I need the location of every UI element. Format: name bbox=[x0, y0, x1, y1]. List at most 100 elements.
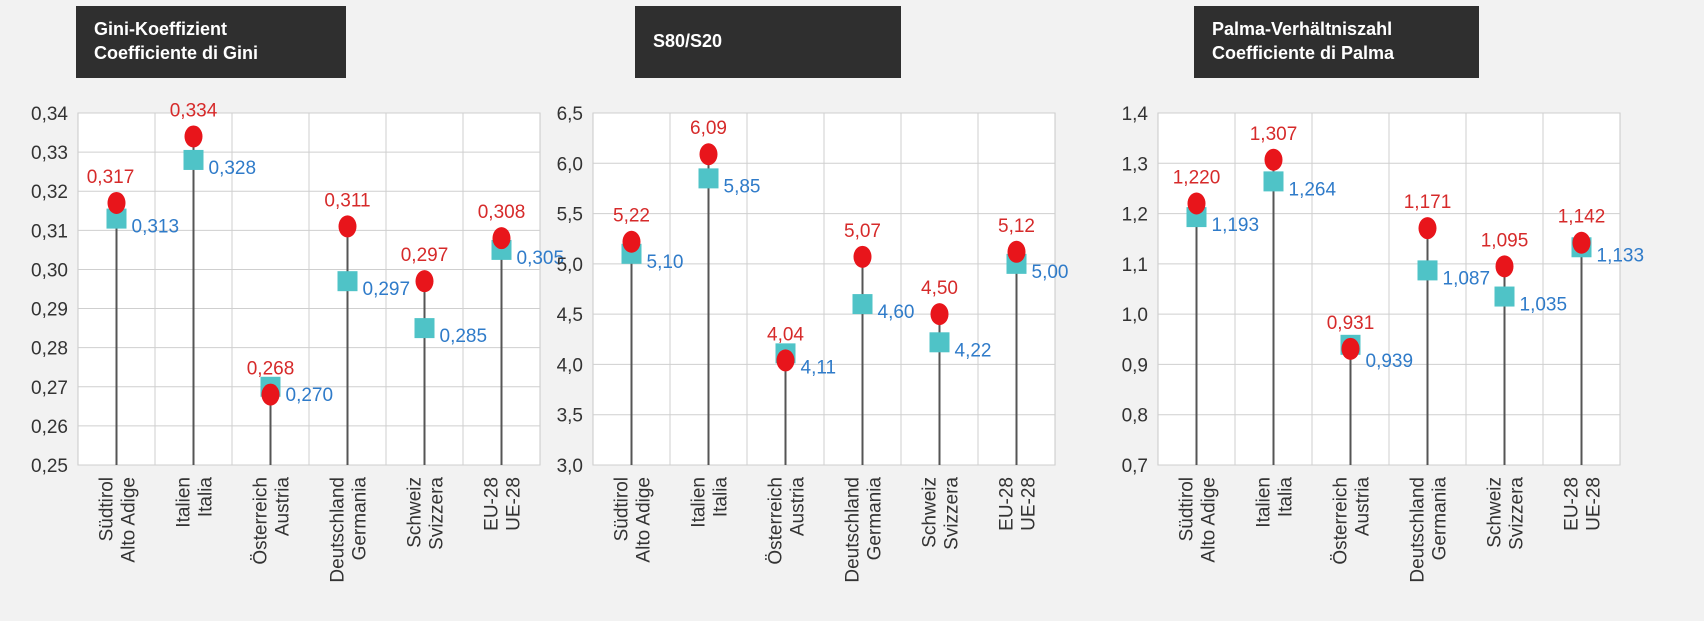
palma-circle-marker bbox=[1341, 337, 1360, 360]
s80s20-category-label-line-2: Austria bbox=[788, 477, 809, 537]
palma-category-label-line-1: EU-28 bbox=[1562, 477, 1583, 531]
gini-title-line-2: Coefficiente di Gini bbox=[94, 43, 259, 63]
s80s20-category-label-line-2: Alto Adige bbox=[634, 477, 655, 563]
s80s20-square-marker bbox=[929, 332, 950, 353]
gini-title-line-1: Gini-Koeffizient bbox=[94, 19, 227, 39]
gini-category-label-line-2: Italia bbox=[196, 477, 217, 518]
s80s20-category-label-line-1: Deutschland bbox=[843, 477, 864, 583]
palma-category-label-line-2: Austria bbox=[1353, 477, 1374, 537]
gini-category-label-line-1: Deutschland bbox=[328, 477, 349, 583]
gini-category-label: SüdtirolAlto Adige bbox=[97, 477, 140, 563]
s80s20-category-label-line-1: Schweiz bbox=[920, 477, 941, 548]
palma-category-label-line-1: Italien bbox=[1254, 477, 1275, 528]
gini-y-tick-label: 0,29 bbox=[31, 300, 68, 321]
s80s20-category-label: DeutschlandGermania bbox=[843, 477, 886, 583]
s80s20-category-label: SüdtirolAlto Adige bbox=[612, 477, 655, 563]
s80s20-red-data-label: 5,07 bbox=[844, 221, 881, 242]
palma-y-tick-label: 1,1 bbox=[1122, 255, 1148, 276]
s80s20-circle-marker bbox=[622, 230, 641, 253]
gini-blue-data-label: 0,305 bbox=[517, 248, 565, 269]
palma-category-label: DeutschlandGermania bbox=[1408, 477, 1451, 583]
gini-category-label-line-1: Schweiz bbox=[405, 477, 426, 548]
s80s20-circle-marker bbox=[1007, 240, 1026, 263]
s80s20-y-tick-label: 6,5 bbox=[557, 104, 583, 125]
palma-red-data-label: 1,220 bbox=[1173, 168, 1221, 189]
palma-y-tick-label: 1,2 bbox=[1122, 205, 1148, 226]
s80s20-category-label-line-1: EU-28 bbox=[997, 477, 1018, 531]
s80s20-circle-marker bbox=[699, 143, 718, 166]
palma-circle-marker bbox=[1264, 148, 1283, 171]
palma-circle-marker bbox=[1418, 217, 1437, 240]
palma-category-label-line-2: UE-28 bbox=[1584, 477, 1605, 531]
s80s20-category-label-line-2: Svizzera bbox=[942, 477, 963, 550]
gini-square-marker bbox=[106, 208, 127, 229]
palma-category-label-line-1: Deutschland bbox=[1408, 477, 1429, 583]
palma-category-label: SchweizSvizzera bbox=[1485, 477, 1528, 550]
gini-y-tick-label: 0,32 bbox=[31, 182, 68, 203]
palma-y-tick-label: 0,7 bbox=[1122, 456, 1148, 477]
palma-square-marker bbox=[1494, 286, 1515, 307]
gini-blue-data-label: 0,285 bbox=[440, 326, 488, 347]
palma-category-label: EU-28UE-28 bbox=[1562, 477, 1605, 531]
s80s20-y-tick-label: 6,0 bbox=[557, 154, 583, 175]
s80s20-category-label-line-2: Germania bbox=[865, 477, 886, 561]
palma-y-tick-label: 1,4 bbox=[1122, 104, 1149, 125]
palma-y-tick-label: 0,9 bbox=[1122, 355, 1148, 376]
gini-y-tick-label: 0,33 bbox=[31, 143, 68, 164]
palma-blue-data-label: 1,193 bbox=[1212, 215, 1260, 236]
gini-category-label: ItalienItalia bbox=[174, 477, 217, 528]
s80s20-circle-marker bbox=[853, 245, 872, 268]
palma-y-tick-label: 0,8 bbox=[1122, 406, 1148, 427]
s80s20-square-marker bbox=[852, 294, 873, 315]
palma-category-label-line-1: Schweiz bbox=[1485, 477, 1506, 548]
gini-blue-data-label: 0,297 bbox=[363, 279, 411, 300]
gini-red-data-label: 0,308 bbox=[478, 202, 526, 223]
gini-blue-data-label: 0,313 bbox=[132, 217, 180, 238]
gini-circle-marker bbox=[184, 125, 203, 148]
s80s20-category-label-line-2: UE-28 bbox=[1019, 477, 1040, 531]
s80s20-red-data-label: 5,12 bbox=[998, 216, 1035, 237]
gini-circle-marker bbox=[261, 383, 280, 406]
gini-circle-marker bbox=[492, 227, 511, 250]
palma-blue-data-label: 1,035 bbox=[1520, 295, 1568, 316]
gini-red-data-label: 0,311 bbox=[324, 190, 370, 211]
palma-red-data-label: 1,142 bbox=[1558, 207, 1606, 228]
s80s20-square-marker bbox=[698, 168, 719, 189]
gini-y-tick-label: 0,30 bbox=[31, 260, 68, 281]
gini-category-label: EU-28UE-28 bbox=[482, 477, 525, 531]
s80s20-chart: 3,0 3,5 4,0 4,5 5,0 5,5 6,0 6,5 5,22 5,10 Südtirol… bbox=[557, 104, 1069, 583]
palma-blue-data-label: 1,087 bbox=[1443, 268, 1491, 289]
gini-category-label: SchweizSvizzera bbox=[405, 477, 448, 550]
palma-category-label-line-1: Österreich bbox=[1331, 477, 1352, 565]
gini-square-marker bbox=[414, 318, 435, 339]
gini-square-marker bbox=[183, 149, 204, 170]
gini-category-label-line-1: EU-28 bbox=[482, 477, 503, 531]
palma-blue-data-label: 0,939 bbox=[1366, 351, 1414, 372]
s80s20-circle-marker bbox=[776, 349, 795, 372]
s80s20-y-tick-label: 5,5 bbox=[557, 205, 583, 226]
palma-square-marker bbox=[1263, 171, 1284, 192]
gini-y-tick-label: 0,34 bbox=[31, 104, 68, 125]
gini-category-label: ÖsterreichAustria bbox=[251, 477, 294, 565]
s80s20-blue-data-label: 5,85 bbox=[724, 176, 761, 197]
s80s20-title-box: S80/S20 bbox=[635, 6, 901, 78]
s80s20-blue-data-label: 5,10 bbox=[647, 252, 684, 273]
palma-circle-marker bbox=[1572, 231, 1591, 254]
palma-category-label-line-1: Südtirol bbox=[1177, 477, 1198, 541]
s80s20-category-label: SchweizSvizzera bbox=[920, 477, 963, 550]
palma-circle-marker bbox=[1187, 192, 1206, 215]
palma-square-marker bbox=[1417, 260, 1438, 281]
palma-title-line-2: Coefficiente di Palma bbox=[1212, 43, 1395, 63]
palma-category-label: SüdtirolAlto Adige bbox=[1177, 477, 1220, 563]
s80s20-blue-data-label: 5,00 bbox=[1032, 262, 1069, 283]
gini-category-label-line-1: Österreich bbox=[251, 477, 272, 565]
gini-red-data-label: 0,317 bbox=[87, 167, 135, 188]
palma-red-data-label: 1,171 bbox=[1404, 192, 1452, 213]
s80s20-category-label: ItalienItalia bbox=[689, 477, 732, 528]
gini-blue-data-label: 0,270 bbox=[286, 385, 334, 406]
palma-red-data-label: 1,095 bbox=[1481, 230, 1529, 251]
palma-y-tick-label: 1,3 bbox=[1122, 154, 1148, 175]
s80s20-y-tick-label: 3,0 bbox=[557, 456, 583, 477]
gini-category-label-line-2: Alto Adige bbox=[119, 477, 140, 563]
